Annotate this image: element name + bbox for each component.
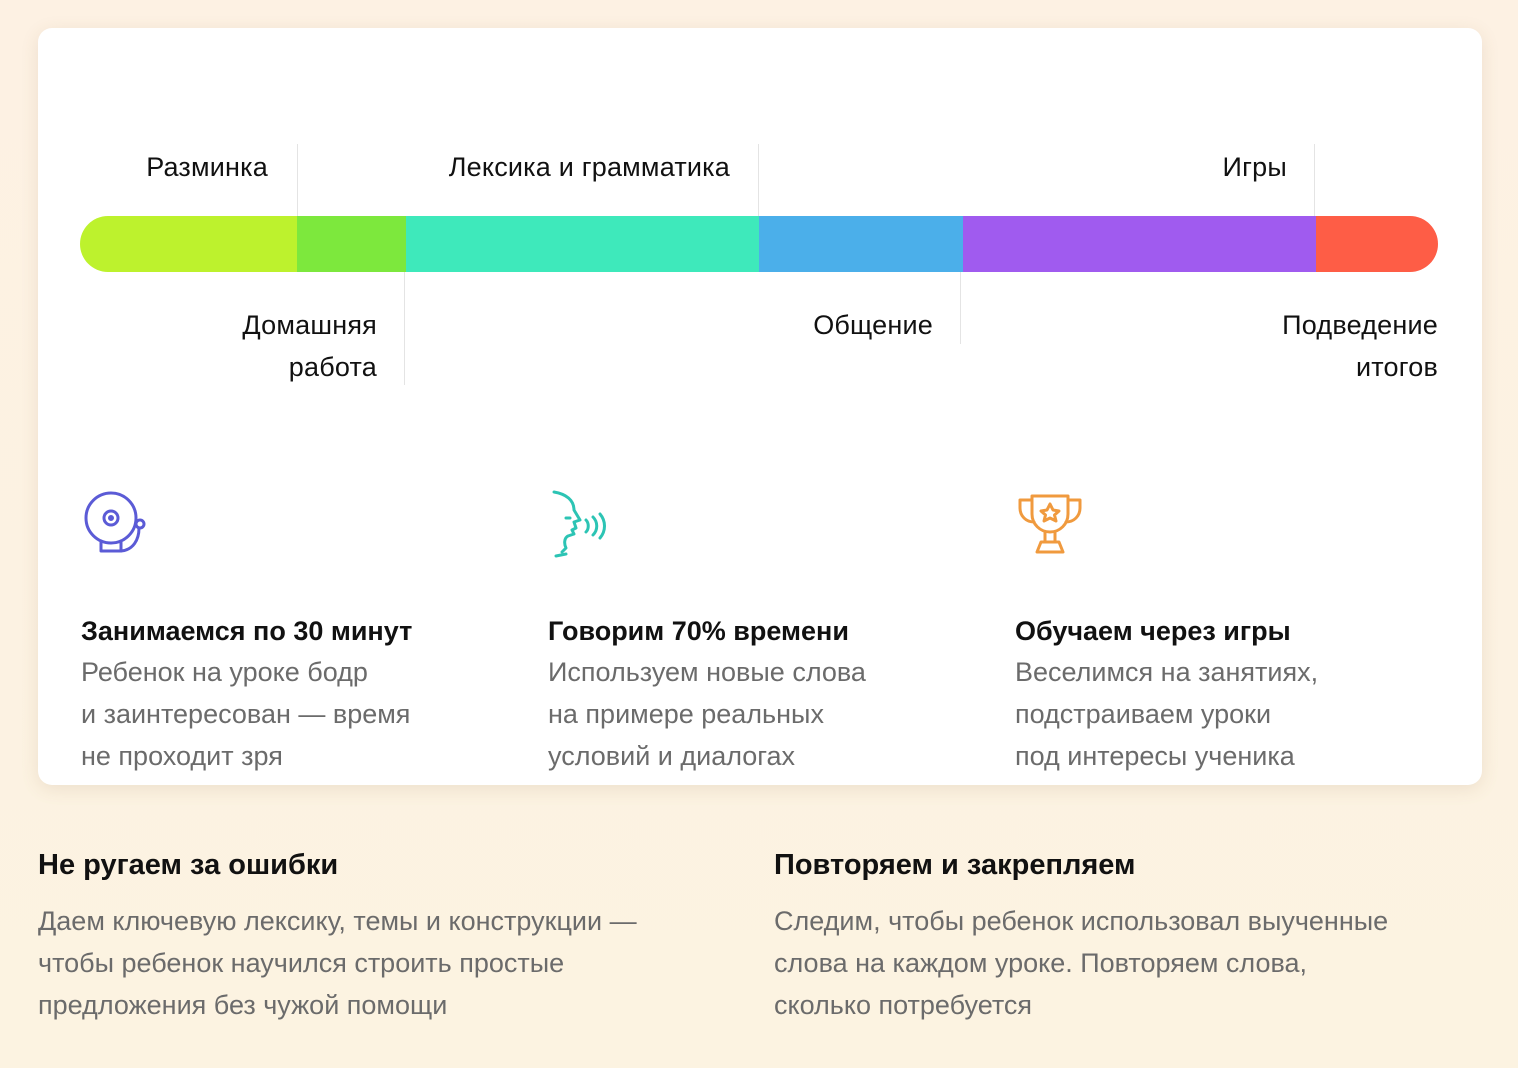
feature-text: Ребенок на уроке бодр и заинтересован — … [81,657,411,771]
feature-text: Используем новые слова на примере реальн… [548,657,866,771]
divider-games [1314,144,1315,216]
timeline-segment-warmup [80,216,298,272]
block-text: Даем ключевую лексику, темы и конструкци… [38,906,637,1020]
label-summary: Подведение итогов [1282,304,1438,388]
lesson-timeline-bar [80,216,1438,272]
label-summary-line2: итогов [1356,352,1438,382]
label-warmup: Разминка [146,152,268,182]
label-communication: Общение [813,310,933,340]
block-title: Повторяем и закрепляем [774,849,1136,881]
timeline-segment-communication [759,216,963,272]
label-homework-line2: работа [288,352,377,382]
label-summary-line1: Подведение [1282,310,1438,340]
divider-homework [404,272,405,385]
feature-games: Обучаем через игры Веселимся на занятиях… [1015,490,1415,777]
feature-title: Обучаем через игры [1015,616,1291,646]
block-text: Следим, чтобы ребенок использовал выучен… [774,906,1389,1020]
divider-warmup [297,144,298,216]
timeline-segment-vocab-grammar [405,216,759,272]
label-homework: Домашняя работа [242,304,377,388]
feature-text: Веселимся на занятиях, подстраиваем урок… [1015,657,1319,771]
timeline-segment-games [962,216,1316,272]
feature-title: Говорим 70% времени [548,616,849,646]
feature-title: Занимаемся по 30 минут [81,616,413,646]
label-vocab-grammar: Лексика и грамматика [448,152,730,182]
feature-70-percent: Говорим 70% времени Используем новые сло… [548,490,948,777]
divider-vocab [758,144,759,216]
block-title: Не ругаем за ошибки [38,849,339,881]
label-games: Игры [1222,152,1287,182]
block-repeat-reinforce: Повторяем и закрепляем Следим, чтобы реб… [774,840,1474,1026]
label-homework-line1: Домашняя [242,310,377,340]
timeline-segment-homework [297,216,406,272]
block-no-scolding: Не ругаем за ошибки Даем ключевую лексик… [38,840,738,1026]
lesson-structure-card: Разминка Лексика и грамматика Игры Домаш… [38,28,1482,785]
speaking-head-icon [552,490,606,558]
divider-communication [960,272,961,344]
feature-30-minutes: Занимаемся по 30 минут Ребенок на уроке … [81,490,481,777]
bell-icon [84,491,146,553]
trophy-icon [1018,494,1082,554]
timeline-segment-summary [1315,216,1438,272]
